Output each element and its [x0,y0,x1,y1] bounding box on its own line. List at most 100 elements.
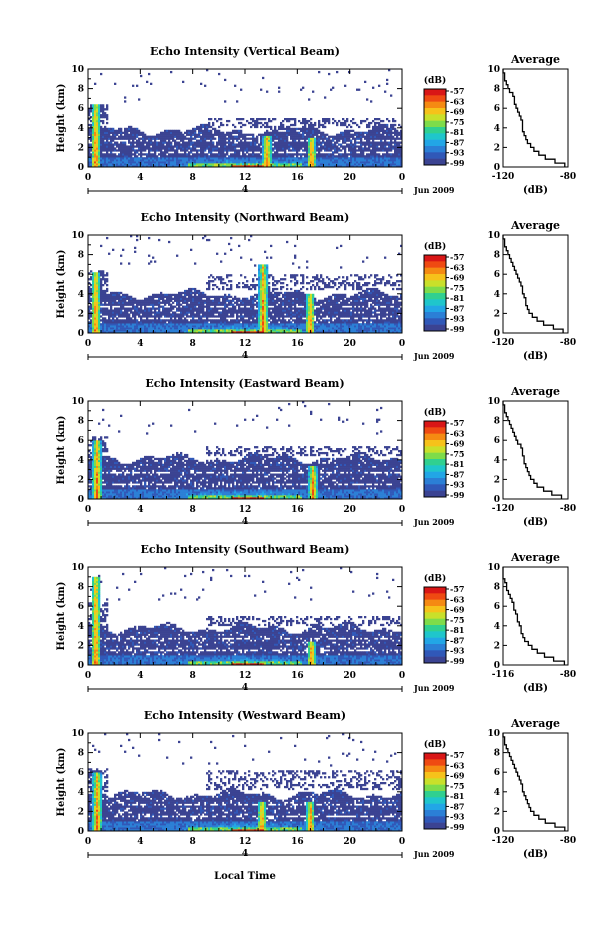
profile-frame [502,234,569,334]
profile-y-tick-label: 8 [494,417,500,427]
colorbar-tick-label: -57 [450,750,464,760]
colorbar-swatch [424,816,446,823]
profile-x-label: (dB) [523,517,548,528]
panel-title: Echo Intensity (Southward Beam) [141,543,350,556]
profile-y-tick-label: 10 [487,397,500,407]
y-tick-label: 0 [78,495,84,505]
heatmap-cells [88,235,403,334]
colorbar-tick-label: -87 [450,635,464,645]
x-tick-label: 4 [137,671,143,681]
x-tick-label: 16 [291,671,304,681]
colorbar-tick-label: -75 [450,117,464,127]
profile-x-tick-label: -120 [492,172,515,182]
y-tick-label: 0 [78,163,84,173]
profile-x-tick-label: -120 [492,504,515,514]
profile-line [502,69,566,167]
y-tick-label: 10 [71,65,84,75]
profile-y-tick-label: 4 [494,788,500,798]
colorbar-swatch [424,625,446,632]
y-tick-label: 8 [78,85,84,95]
y-tick-label: 6 [78,270,84,280]
x-tick-label: 0 [85,173,91,183]
colorbar-tick-label: -57 [450,252,464,262]
x-tick-label: 0 [399,339,405,349]
colorbar-swatch [424,280,446,287]
profile-line [502,401,563,499]
date-tick-label: 4 [242,517,248,527]
panel-2: Echo Intensity (Northward Beam) 0 2 4 6 8 10 He… [56,211,576,362]
colorbar-swatch [424,656,446,664]
x-tick-label: 16 [291,837,304,847]
x-tick-label: 12 [239,339,252,349]
x-tick-label: 20 [343,837,356,847]
colorbar-tick-label: -75 [450,283,464,293]
y-tick-label: 2 [78,641,84,651]
colorbar-tick-label: -63 [450,594,465,604]
colorbar-swatch [424,810,446,817]
colorbar-swatch [424,293,446,300]
colorbar-tick-label: -69 [450,439,465,449]
date-label: Jun 2009 [413,351,455,361]
panel-title: Echo Intensity (Vertical Beam) [150,45,340,58]
colorbar-tick-label: -81 [450,625,464,635]
x-tick-label: 12 [239,671,252,681]
colorbar-swatch [424,791,446,798]
colorbar-swatch [424,822,446,830]
colorbar-swatch [424,158,446,166]
colorbar-swatch [424,89,446,96]
colorbar-frame [423,586,447,664]
colorbar-swatch [424,101,446,109]
date-label: Jun 2009 [413,683,455,693]
panel-3: Echo Intensity (Eastward Beam) 0 2 4 6 8 10 Hei… [56,377,576,528]
profile-y-tick-label: 2 [494,807,500,817]
colorbar-tick-label: -81 [450,459,464,469]
colorbar-frame [423,88,447,166]
colorbar-swatch [424,440,446,447]
colorbar-swatch [424,753,446,760]
colorbar-tick-label: -63 [450,428,465,438]
colorbar-swatch [424,433,446,441]
x-tick-label: 8 [190,671,196,681]
colorbar-tick-label: -81 [450,293,464,303]
x-tick-label: 4 [137,173,143,183]
colorbar-swatch [424,95,446,102]
panel-title: Echo Intensity (Northward Beam) [141,211,350,224]
date-label: Jun 2009 [413,849,455,859]
colorbar-swatch [424,133,446,140]
colorbar-swatch [424,146,446,153]
panel-1: Echo Intensity (Vertical Beam) 0 2 4 6 8 10 Hei… [56,45,576,196]
panel-title: Echo Intensity (Westward Beam) [144,709,346,722]
colorbar-unit: (dB) [424,75,446,86]
colorbar-swatch [424,127,446,134]
colorbar-swatch [424,286,446,294]
colorbar-swatch [424,152,446,159]
x-tick-label: 12 [239,173,252,183]
colorbar-unit: (dB) [424,573,446,584]
y-tick-label: 2 [78,475,84,485]
colorbar-swatch [424,446,446,453]
colorbar-swatch [424,778,446,785]
colorbar-tick-label: -99 [450,158,465,168]
y-tick-label: 0 [78,329,84,339]
colorbar-swatch [424,114,446,121]
colorbar-swatch [424,599,446,607]
colorbar-tick-label: -87 [450,303,464,313]
profile-x-label: (dB) [523,185,548,196]
x-tick-label: 8 [190,837,196,847]
y-tick-label: 4 [78,456,84,466]
date-tick-label: 4 [242,351,248,361]
profile-x-tick-label: -120 [492,338,515,348]
profile-y-tick-label: 4 [494,290,500,300]
profile-y-tick-label: 8 [494,583,500,593]
colorbar-tick-label: -75 [450,781,464,791]
x-axis-label: Local Time [214,871,276,882]
y-axis-label: Height (km) [56,582,67,651]
colorbar-swatch [424,784,446,792]
x-tick-label: 0 [85,339,91,349]
colorbar-tick-label: -57 [450,86,464,96]
colorbar-swatch [424,587,446,594]
profile-title: Average [510,219,560,232]
colorbar-tick-label: -99 [450,656,465,666]
y-axis-label: Height (km) [56,416,67,485]
